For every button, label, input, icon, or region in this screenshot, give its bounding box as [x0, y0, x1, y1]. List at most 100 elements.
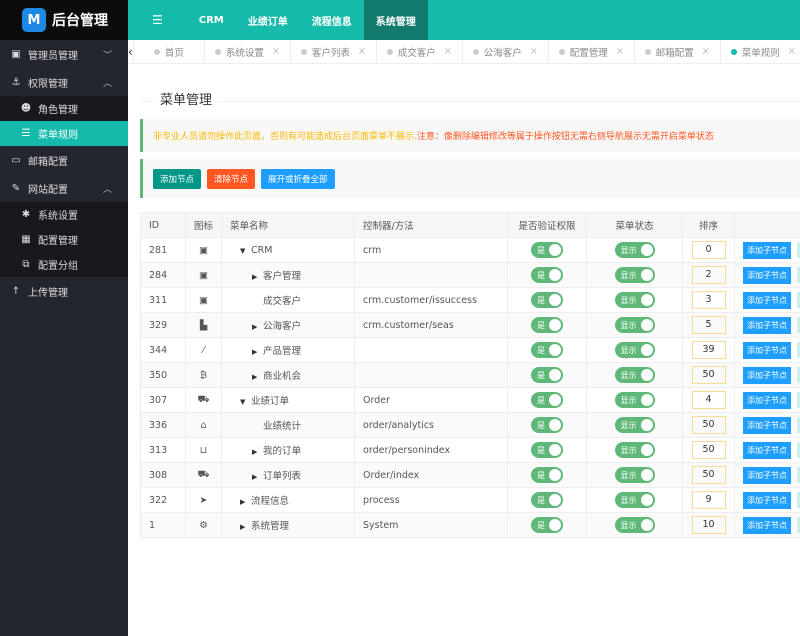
tab[interactable]: 菜单规则 × [721, 40, 800, 64]
top-nav-item[interactable]: CRM [198, 14, 224, 26]
sidebar-subitem[interactable]: ☻ 角色管理 [0, 96, 128, 121]
edit-button[interactable] [797, 392, 800, 408]
top-nav-item[interactable]: 流程信息 [311, 16, 352, 28]
caret-right-icon[interactable]: ▶ [252, 273, 258, 281]
auth-toggle[interactable]: 是 [531, 442, 564, 458]
order-input[interactable]: 50 [691, 441, 726, 459]
add-child-button[interactable]: 添加子节点 [743, 266, 792, 284]
caret-down-icon[interactable]: ▼ [240, 398, 246, 406]
status-toggle[interactable]: 显示 [614, 492, 655, 508]
sidebar-subitem[interactable]: ▦ 配置管理 [0, 227, 128, 252]
add-child-button[interactable]: 添加子节点 [743, 441, 792, 459]
add-child-button[interactable]: 添加子节点 [743, 391, 792, 409]
clear-node-button[interactable]: 清除节点 [207, 168, 256, 189]
sidebar-subitem[interactable]: ⧉ 配置分组 [0, 252, 128, 277]
auth-toggle[interactable]: 是 [531, 292, 564, 308]
close-icon[interactable]: × [701, 46, 710, 57]
status-toggle[interactable]: 显示 [614, 392, 655, 408]
tab[interactable]: 客户列表 × [291, 39, 377, 64]
auth-toggle[interactable]: 是 [531, 492, 564, 508]
sidebar-subitem[interactable]: ✱ 系统设置 [0, 202, 128, 227]
close-icon[interactable]: × [443, 46, 452, 57]
tab[interactable]: 系统设置 × [205, 39, 291, 64]
edit-button[interactable] [797, 242, 800, 258]
tabs-back-button[interactable]: ‹ [128, 39, 134, 64]
add-child-button[interactable]: 添加子节点 [743, 366, 792, 384]
status-toggle[interactable]: 显示 [614, 242, 655, 258]
auth-toggle[interactable]: 是 [531, 267, 564, 283]
edit-button[interactable] [797, 342, 800, 358]
tab[interactable]: 邮箱配置 × [635, 39, 721, 64]
logo[interactable]: M 后台管理 [0, 0, 128, 40]
order-input[interactable]: 4 [691, 391, 726, 409]
tab[interactable]: 配置管理 × [549, 39, 635, 64]
tab[interactable]: 首页 [134, 39, 205, 64]
tab[interactable]: 公海客户 × [463, 39, 549, 64]
edit-button[interactable] [797, 517, 800, 533]
order-input[interactable]: 39 [691, 341, 726, 359]
order-input[interactable]: 50 [691, 366, 726, 384]
auth-toggle[interactable]: 是 [531, 517, 564, 533]
status-toggle[interactable]: 显示 [614, 342, 655, 358]
status-toggle[interactable]: 显示 [614, 442, 655, 458]
tab[interactable]: 成交客户 × [377, 39, 463, 64]
add-child-button[interactable]: 添加子节点 [743, 316, 792, 334]
caret-right-icon[interactable]: ▶ [252, 373, 258, 381]
order-input[interactable]: 0 [691, 241, 726, 259]
auth-toggle[interactable]: 是 [531, 342, 564, 358]
caret-right-icon[interactable]: ▶ [240, 498, 246, 506]
add-child-button[interactable]: 添加子节点 [743, 241, 792, 259]
add-child-button[interactable]: 添加子节点 [743, 466, 792, 484]
edit-button[interactable] [797, 367, 800, 383]
order-input[interactable]: 50 [691, 466, 726, 484]
caret-down-icon[interactable]: ▼ [240, 246, 246, 255]
caret-right-icon[interactable]: ▶ [240, 523, 246, 531]
auth-toggle[interactable]: 是 [531, 367, 564, 383]
status-toggle[interactable]: 显示 [614, 467, 655, 483]
order-input[interactable]: 3 [691, 291, 726, 309]
auth-toggle[interactable]: 是 [531, 467, 564, 483]
sidebar-item[interactable]: ↑ 上传管理 [0, 277, 128, 305]
status-toggle[interactable]: 显示 [614, 292, 655, 308]
status-toggle[interactable]: 显示 [614, 317, 655, 333]
add-child-button[interactable]: 添加子节点 [743, 491, 792, 509]
toggle-all-button[interactable]: 展开或折叠全部 [261, 168, 335, 189]
top-nav-item[interactable]: 业绩订单 [247, 16, 288, 28]
add-child-button[interactable]: 添加子节点 [743, 291, 792, 309]
sidebar-subitem[interactable]: ☰ 菜单规则 [0, 121, 128, 146]
close-icon[interactable]: × [787, 46, 796, 57]
caret-right-icon[interactable]: ▶ [252, 448, 258, 456]
edit-button[interactable] [797, 442, 800, 458]
order-input[interactable]: 2 [691, 266, 726, 284]
caret-right-icon[interactable]: ▶ [252, 348, 258, 356]
edit-button[interactable] [797, 267, 800, 283]
status-toggle[interactable]: 显示 [614, 517, 655, 533]
auth-toggle[interactable]: 是 [531, 392, 564, 408]
order-input[interactable]: 10 [691, 516, 726, 534]
sidebar-item[interactable]: ▭ 邮箱配置 [0, 146, 128, 174]
status-toggle[interactable]: 显示 [614, 267, 655, 283]
close-icon[interactable]: × [615, 46, 624, 57]
sidebar-item[interactable]: ▣ 管理员管理 ﹀ [0, 40, 128, 68]
edit-button[interactable] [797, 292, 800, 308]
auth-toggle[interactable]: 是 [531, 317, 564, 333]
edit-button[interactable] [797, 317, 800, 333]
close-icon[interactable]: × [271, 46, 280, 57]
menu-toggle-icon[interactable]: ☰ [152, 13, 163, 27]
sidebar-item[interactable]: ⚓ 权限管理 ︿ [0, 68, 128, 96]
caret-right-icon[interactable]: ▶ [252, 323, 258, 331]
auth-toggle[interactable]: 是 [531, 242, 564, 258]
edit-button[interactable] [797, 467, 800, 483]
top-nav-item[interactable]: 系统管理 [363, 0, 428, 40]
status-toggle[interactable]: 显示 [614, 367, 655, 383]
add-node-button[interactable]: 添加节点 [153, 168, 202, 189]
order-input[interactable]: 50 [691, 416, 726, 434]
edit-button[interactable] [797, 417, 800, 433]
close-icon[interactable]: × [357, 46, 366, 57]
edit-button[interactable] [797, 492, 800, 508]
order-input[interactable]: 9 [691, 491, 726, 509]
auth-toggle[interactable]: 是 [531, 417, 564, 433]
add-child-button[interactable]: 添加子节点 [743, 516, 792, 534]
add-child-button[interactable]: 添加子节点 [743, 341, 792, 359]
order-input[interactable]: 5 [691, 316, 726, 334]
